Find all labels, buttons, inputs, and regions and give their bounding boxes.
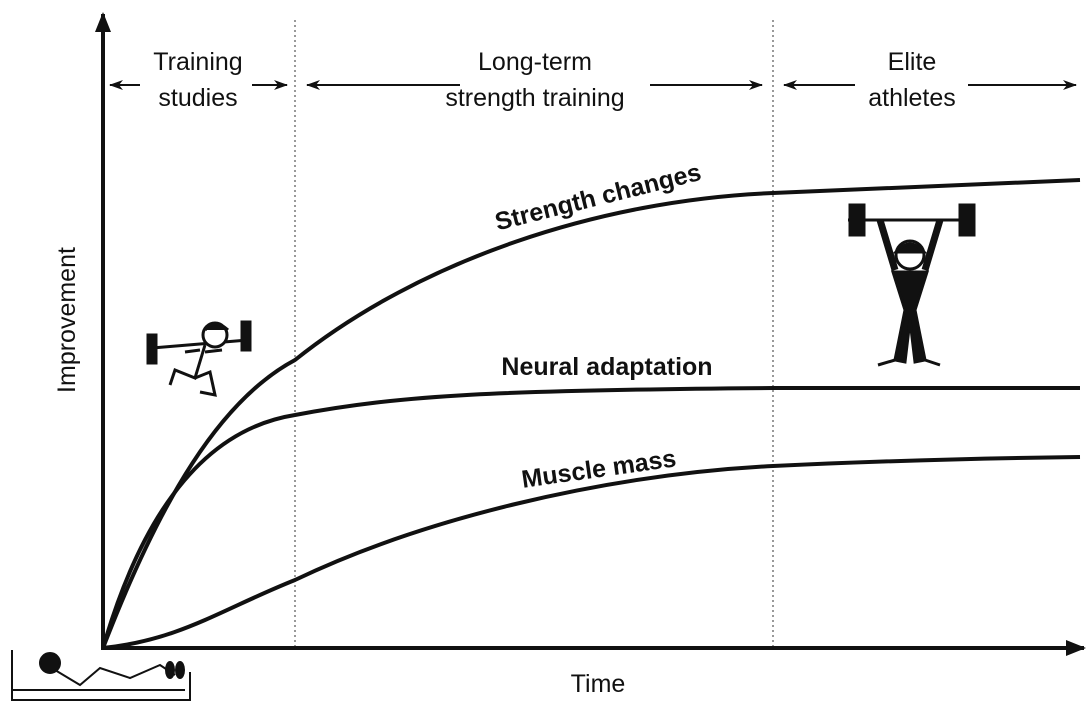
squat-icon [148, 322, 250, 395]
y-axis-label: Improvement [53, 247, 81, 393]
phase-label: Training [153, 48, 242, 76]
phase-label: studies [158, 84, 237, 112]
curve-label: Neural adaptation [501, 353, 712, 381]
phase-label: Elite [888, 48, 937, 76]
lifter-icon [848, 205, 974, 365]
neural-curve [103, 388, 1080, 648]
bench-icon [12, 650, 190, 700]
phase-label: strength training [445, 84, 624, 112]
phase-label: athletes [868, 84, 956, 112]
curve-label: Strength changes [492, 158, 704, 236]
phase-label: Long-term [478, 48, 592, 76]
x-axis-label: Time [571, 670, 626, 698]
muscle-curve [103, 457, 1080, 648]
diagram: Improvement Time Training studies Long-t… [0, 0, 1086, 706]
